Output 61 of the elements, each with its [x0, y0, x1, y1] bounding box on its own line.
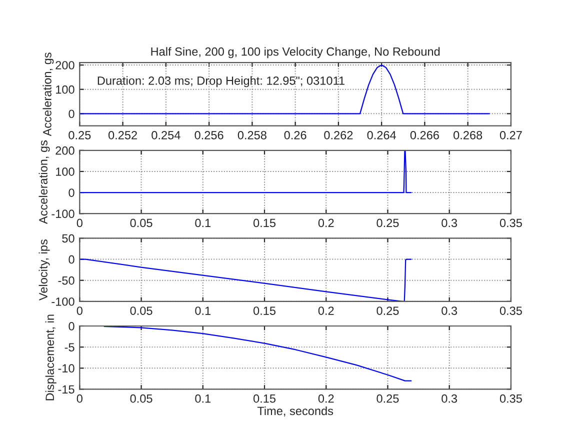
x-tick-label: 0.256 [194, 130, 224, 140]
chart-title: Half Sine, 200 g, 100 ips Velocity Change, No Rebound [151, 47, 440, 58]
x-tick-label: 0 [76, 218, 82, 228]
line-series [104, 326, 412, 382]
x-tick-label: 0.258 [238, 130, 266, 140]
x-tick-label: 0.1 [195, 394, 211, 403]
line-series [80, 258, 412, 302]
y-axis-title: Displacement, in [45, 314, 56, 400]
y-tick-label: 200 [56, 146, 74, 155]
x-tick-label: 0.264 [367, 130, 396, 140]
x-axis-title: Time, seconds [257, 406, 334, 417]
x-tick-label: 0.26 [284, 130, 306, 140]
y-tick-label: 100 [56, 85, 74, 94]
x-tick-label: 0.35 [500, 218, 522, 228]
y-tick-label: -10 [58, 364, 74, 373]
y-axis-title: Velocity, ips [38, 240, 50, 300]
x-tick-label: 0.05 [130, 394, 152, 403]
x-tick-label: 0.05 [130, 218, 152, 228]
x-tick-label: 0.05 [130, 306, 152, 315]
x-tick-label: 0.2 [318, 394, 334, 403]
y-tick-label: -15 [58, 385, 74, 394]
x-tick-label: 0.25 [376, 218, 399, 228]
x-tick-label: 0.35 [500, 394, 522, 403]
x-tick-label: 0.27 [500, 130, 522, 140]
y-tick-label: 200 [56, 61, 74, 70]
x-tick-label: 0.252 [108, 130, 137, 140]
x-tick-label: 0 [76, 306, 82, 315]
y-tick-label: 0 [68, 322, 74, 330]
x-tick-label: 0.3 [442, 394, 458, 403]
x-tick-label: 0.35 [500, 306, 522, 315]
x-tick-label: 0.15 [253, 306, 276, 315]
annotation: Duration: 2.03 ms; Drop Height: 12.95"; 031011 [98, 76, 344, 88]
x-tick-label: 0.1 [195, 306, 211, 315]
x-tick-label: 0.25 [68, 130, 91, 140]
y-tick-label: -5 [64, 343, 74, 352]
x-tick-label: 0.268 [454, 130, 482, 140]
x-tick-label: 0.3 [442, 218, 458, 228]
y-tick-label: 50 [62, 234, 74, 243]
y-tick-label: 0 [68, 188, 74, 197]
x-tick-label: 0.2 [318, 306, 334, 315]
x-tick-label: 0 [76, 394, 82, 403]
y-axis-title: Acceleration, gs [38, 140, 50, 224]
y-tick-label: 100 [56, 168, 74, 176]
y-tick-label: -100 [52, 297, 74, 306]
line-series [80, 150, 412, 194]
x-tick-label: 0.1 [195, 218, 211, 228]
x-tick-label: 0.15 [253, 394, 276, 403]
x-tick-label: 0.254 [152, 130, 180, 140]
y-axis-title: Acceleration, gs [42, 52, 54, 136]
x-tick-label: 0.25 [376, 306, 399, 315]
x-tick-label: 0.2 [318, 218, 334, 228]
x-tick-label: 0.262 [324, 130, 353, 140]
x-tick-label: 0.266 [410, 130, 439, 140]
y-tick-label: -50 [58, 276, 74, 285]
x-tick-label: 0.25 [376, 394, 399, 403]
y-tick-label: 0 [68, 255, 74, 264]
line-series [80, 64, 490, 114]
x-tick-label: 0.3 [442, 306, 458, 315]
y-tick-label: 0 [68, 110, 74, 118]
x-tick-label: 0.15 [253, 218, 276, 228]
y-tick-label: -100 [52, 210, 74, 218]
